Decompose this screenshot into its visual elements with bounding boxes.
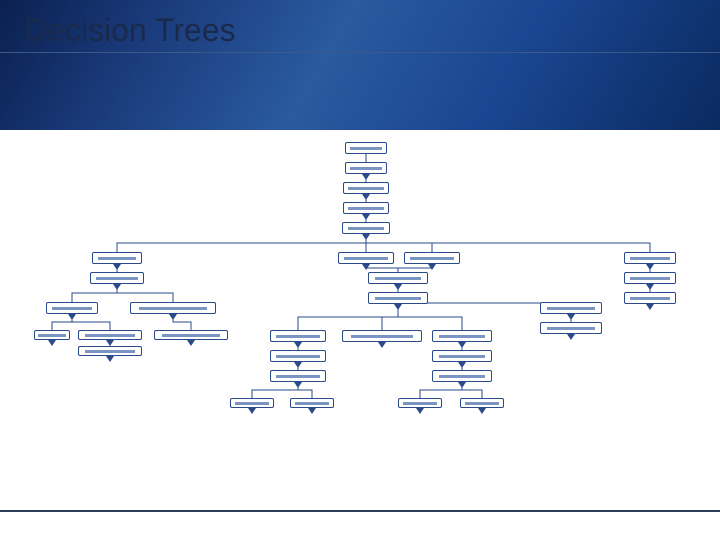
tree-node	[624, 292, 676, 304]
tree-node	[432, 370, 492, 382]
tree-node	[130, 302, 216, 314]
tree-arrow-icon	[106, 340, 114, 346]
tree-node	[624, 252, 676, 264]
tree-node	[404, 252, 460, 264]
tree-arrow-icon	[394, 284, 402, 290]
tree-arrow-icon	[362, 214, 370, 220]
tree-arrow-icon	[113, 284, 121, 290]
tree-node	[338, 252, 394, 264]
tree-arrow-icon	[362, 234, 370, 240]
tree-arrow-icon	[458, 362, 466, 368]
decision-tree-diagram	[0, 130, 720, 540]
tree-arrow-icon	[567, 334, 575, 340]
tree-arrow-icon	[362, 264, 370, 270]
tree-arrow-icon	[362, 194, 370, 200]
slide-header: Decision Trees	[0, 0, 720, 130]
tree-arrow-icon	[308, 408, 316, 414]
tree-arrow-icon	[106, 356, 114, 362]
tree-node	[46, 302, 98, 314]
tree-arrow-icon	[48, 340, 56, 346]
tree-arrow-icon	[378, 342, 386, 348]
tree-node	[368, 292, 428, 304]
tree-arrow-icon	[567, 314, 575, 320]
tree-arrow-icon	[428, 264, 436, 270]
tree-arrow-icon	[646, 284, 654, 290]
tree-node	[540, 302, 602, 314]
tree-node	[624, 272, 676, 284]
tree-node	[92, 252, 142, 264]
tree-arrow-icon	[362, 174, 370, 180]
tree-arrow-icon	[248, 408, 256, 414]
slide-title: Decision Trees	[24, 12, 236, 49]
tree-node	[342, 222, 390, 234]
tree-arrow-icon	[294, 382, 302, 388]
tree-node	[345, 142, 387, 154]
tree-arrow-icon	[113, 264, 121, 270]
tree-node	[368, 272, 428, 284]
tree-node	[230, 398, 274, 408]
tree-node	[78, 330, 142, 340]
tree-arrow-icon	[416, 408, 424, 414]
tree-node	[34, 330, 70, 340]
tree-node	[270, 330, 326, 342]
tree-arrow-icon	[169, 314, 177, 320]
tree-node	[290, 398, 334, 408]
tree-node	[398, 398, 442, 408]
tree-arrow-icon	[458, 342, 466, 348]
tree-node	[342, 330, 422, 342]
tree-arrow-icon	[294, 342, 302, 348]
tree-arrow-icon	[478, 408, 486, 414]
tree-node	[154, 330, 228, 340]
tree-arrow-icon	[68, 314, 76, 320]
tree-node	[540, 322, 602, 334]
footer-line	[0, 510, 720, 512]
title-underline	[0, 52, 720, 53]
tree-node	[460, 398, 504, 408]
tree-node	[345, 162, 387, 174]
tree-node	[343, 182, 389, 194]
tree-node	[78, 346, 142, 356]
tree-node	[432, 350, 492, 362]
tree-node	[343, 202, 389, 214]
tree-arrow-icon	[294, 362, 302, 368]
tree-node	[90, 272, 144, 284]
tree-node	[432, 330, 492, 342]
tree-node	[270, 350, 326, 362]
tree-arrow-icon	[394, 304, 402, 310]
tree-arrow-icon	[646, 304, 654, 310]
tree-arrow-icon	[187, 340, 195, 346]
tree-arrow-icon	[646, 264, 654, 270]
tree-node	[270, 370, 326, 382]
tree-arrow-icon	[458, 382, 466, 388]
